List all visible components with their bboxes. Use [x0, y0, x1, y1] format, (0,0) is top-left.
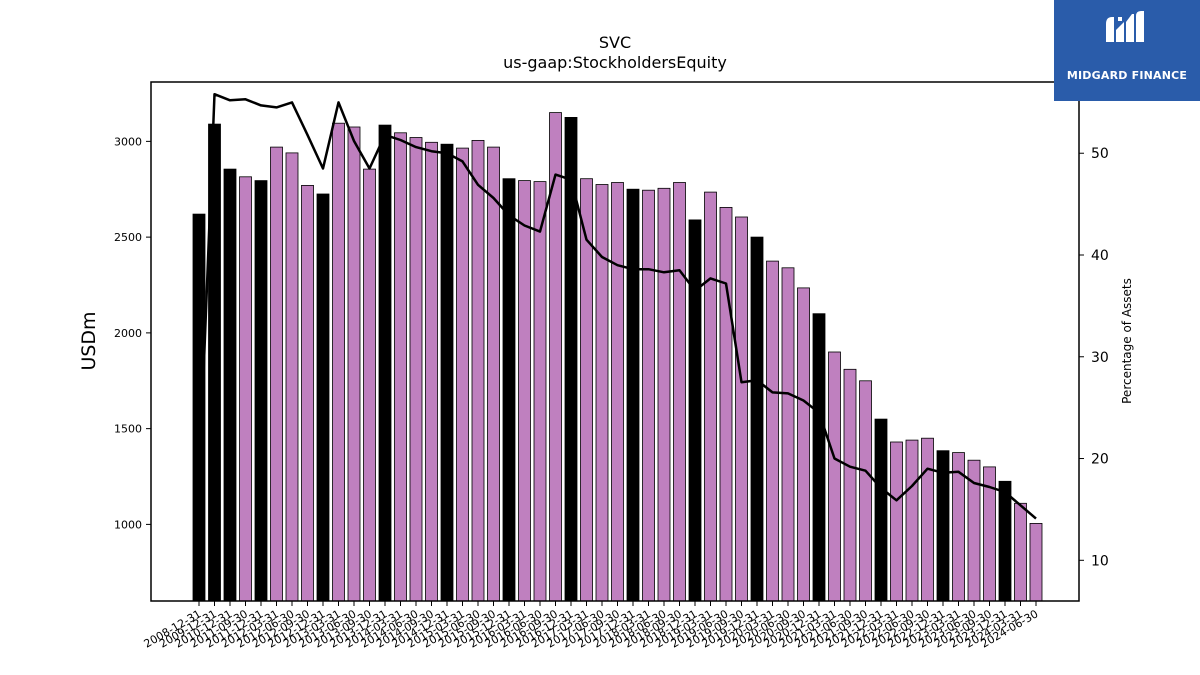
bar: [781, 267, 795, 602]
bar: [425, 141, 438, 602]
bar: [332, 122, 345, 602]
y-tick-label: 3000: [114, 135, 142, 148]
y2-axis-label: Percentage of Assets: [1120, 278, 1134, 404]
y-tick-label: 1500: [114, 423, 142, 436]
bar: [316, 193, 330, 602]
bar: [611, 182, 624, 602]
bar: [471, 139, 485, 602]
bar: [626, 188, 640, 602]
bar: [580, 178, 593, 602]
bar: [487, 146, 500, 602]
midgard-logo-icon: [1106, 11, 1144, 42]
bar: [890, 441, 903, 602]
bar: [285, 152, 299, 602]
bar: [735, 216, 748, 602]
y-axis-label: USDm: [78, 311, 100, 370]
bar: [223, 168, 237, 602]
bar: [812, 313, 826, 602]
bar: [704, 191, 717, 602]
bar: [719, 206, 733, 602]
bar: [657, 187, 671, 602]
chart-subtitle: us-gaap:StockholdersEquity: [503, 53, 727, 72]
bar: [998, 480, 1012, 602]
y-tick-label: 2500: [114, 231, 142, 244]
y2-tick-label: 50: [1091, 146, 1109, 162]
bar: [595, 184, 609, 602]
bar: [750, 236, 764, 602]
y2-tick-label: 30: [1091, 350, 1109, 366]
bar: [828, 351, 841, 602]
chart-title: SVC: [599, 33, 631, 52]
bar: [797, 287, 810, 602]
bar: [394, 132, 407, 602]
bar: [301, 184, 314, 602]
bar: [905, 439, 919, 602]
y2-tick-label: 20: [1091, 452, 1109, 468]
bar: [363, 168, 376, 602]
logo-text: MIDGARD FINANCE: [1066, 69, 1188, 82]
bar: [859, 380, 872, 602]
bar: [688, 219, 702, 602]
bar: [766, 260, 779, 602]
midgard-finance-logo: MIDGARD FINANCE: [1054, 0, 1200, 101]
y-tick-label: 1000: [114, 518, 142, 531]
y-tick-label: 2000: [114, 327, 142, 340]
bar: [518, 180, 531, 602]
bar: [378, 124, 392, 602]
bar: [1014, 502, 1027, 602]
bar: [874, 418, 888, 602]
bar: [409, 137, 423, 602]
bar: [1029, 523, 1043, 602]
bar: [254, 180, 268, 602]
bar: [642, 189, 655, 602]
bar: [456, 147, 469, 602]
bar: [564, 117, 578, 602]
bar: [502, 178, 516, 602]
bar: [270, 146, 283, 602]
bar: [921, 437, 934, 602]
bar: [440, 143, 454, 602]
bar: [533, 181, 547, 602]
bar: [347, 126, 361, 602]
y2-tick-label: 40: [1091, 248, 1109, 264]
bar: [843, 368, 857, 602]
bar: [239, 176, 252, 602]
percentage-line: [197, 92, 1037, 520]
y2-tick-label: 10: [1091, 553, 1109, 569]
bar: [673, 182, 686, 602]
plot-frame: [150, 81, 1080, 602]
